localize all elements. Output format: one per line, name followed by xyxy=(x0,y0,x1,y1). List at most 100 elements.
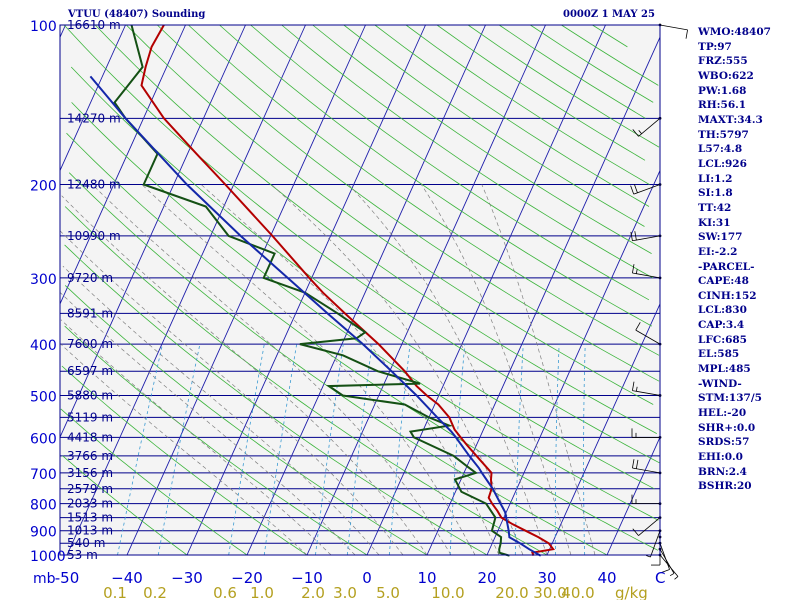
mixing-ratio-tick-label: 0.1 xyxy=(103,584,127,600)
wind-barb-staff xyxy=(659,554,679,577)
index-entry: -PARCEL- xyxy=(698,260,755,273)
wind-barb-flag xyxy=(632,264,635,274)
height-label: 3156 m xyxy=(67,466,113,480)
moist-adiabat-line xyxy=(348,184,548,556)
isotherm-line xyxy=(426,37,661,556)
index-entry: TT:42 xyxy=(698,201,732,214)
isotherm-line xyxy=(366,24,606,556)
mixing-ratio-tick-label: 0.2 xyxy=(143,584,167,600)
mixing-ratio-tick-label: 3.0 xyxy=(333,584,357,600)
index-entry: EHI:0.0 xyxy=(698,451,743,464)
moist-adiabat-line xyxy=(60,319,332,556)
index-entry: WMO:48407 xyxy=(698,26,771,38)
mixing-ratio-tick-label: 1.0 xyxy=(250,584,274,600)
pressure-tick-label: 700 xyxy=(30,467,57,483)
dry-adiabat-line xyxy=(64,206,548,556)
moist-adiabat-line xyxy=(481,184,596,556)
temperature-tick-label: −30 xyxy=(171,569,203,587)
isotherm-line xyxy=(306,24,546,556)
dry-adiabat-line xyxy=(561,24,659,86)
wind-barb-staff xyxy=(650,530,661,558)
moist-adiabat-line xyxy=(200,184,500,556)
dry-adiabats xyxy=(60,24,660,556)
moist-adiabat-line xyxy=(60,343,308,556)
wind-barb-flag xyxy=(685,29,688,39)
dry-adiabat-line xyxy=(94,24,657,434)
profile-series xyxy=(89,24,555,557)
dry-adiabat-line xyxy=(71,102,659,521)
mixing-ratio-line xyxy=(117,344,163,556)
moist-adiabats xyxy=(60,184,596,556)
moist-adiabat-line xyxy=(61,195,428,556)
wind-barb-staff xyxy=(632,467,661,474)
temperature-tick-label: 10 xyxy=(417,569,436,587)
index-entry: LFC:685 xyxy=(698,333,747,346)
index-entry: KI:31 xyxy=(698,216,731,229)
moist-adiabat-line xyxy=(141,184,476,556)
pressure-tick-label: 900 xyxy=(30,525,57,541)
index-entry: STM:137/5 xyxy=(698,392,762,405)
isotherm-line xyxy=(59,24,246,438)
height-label: 12480 m xyxy=(67,178,121,192)
moist-adiabat-line xyxy=(92,184,452,556)
mixing-ratio-tick-label: 10.0 xyxy=(431,584,464,600)
moist-adiabat-line xyxy=(60,231,404,556)
pressure-tick-label: 300 xyxy=(30,272,57,288)
index-entry: SI:1.8 xyxy=(698,187,733,200)
wind-barb-flag xyxy=(630,231,633,241)
height-label: 1513 m xyxy=(67,511,113,525)
index-entry: L57:4.8 xyxy=(698,143,743,156)
wind-barb-staff xyxy=(659,543,670,570)
height-label: 9720 m xyxy=(67,271,113,285)
dewpoint-profile-line xyxy=(113,24,510,557)
index-entry: PW:1.68 xyxy=(698,84,747,97)
index-entry: CINH:152 xyxy=(698,289,757,302)
temperature-tick-label: -50 xyxy=(55,569,80,587)
pressure-unit-label: mb xyxy=(33,571,56,587)
mixing-ratio-line xyxy=(449,344,466,556)
height-label: 1013 m xyxy=(67,524,113,538)
index-entry: BSHR:20 xyxy=(698,480,752,493)
wind-barb-flag xyxy=(638,130,642,135)
pressure-tick-label: 1000 xyxy=(30,549,66,565)
mixing-ratio-unit-label: g/kg xyxy=(615,584,648,600)
wind-barb-staff xyxy=(659,24,688,31)
index-entry: -WIND- xyxy=(698,377,742,390)
index-entry: MAXT:34.3 xyxy=(698,113,763,126)
mixing-ratio-line xyxy=(263,344,298,556)
isotherm-line xyxy=(66,24,306,556)
height-label: 3766 m xyxy=(67,449,113,463)
wind-barb-staff xyxy=(632,390,661,396)
dry-adiabat-line xyxy=(530,24,654,103)
chart-title: VTUU (48407) Sounding xyxy=(68,9,206,20)
wind-barb-flag xyxy=(660,569,670,573)
index-entry: LCL:830 xyxy=(698,304,747,317)
height-label: 10990 m xyxy=(67,229,121,243)
wind-barb-flag xyxy=(632,381,635,391)
dry-adiabat-line xyxy=(64,325,368,556)
height-label: 2579 m xyxy=(67,482,113,496)
temperature-profile-line xyxy=(140,24,555,557)
celsius-unit-label: C xyxy=(655,569,665,587)
dry-adiabat-line xyxy=(60,408,248,556)
wind-barb-flag xyxy=(635,322,641,331)
index-entry: TH:5797 xyxy=(698,128,749,141)
mixing-ratio-line xyxy=(346,344,373,556)
dry-adiabat-line xyxy=(62,455,188,556)
dry-adiabat-line xyxy=(281,24,653,279)
wind-barb-staff xyxy=(632,235,661,242)
height-label: 8591 m xyxy=(67,306,113,320)
index-entry: CAPE:48 xyxy=(698,275,749,288)
dry-adiabat-line xyxy=(126,24,654,405)
moist-adiabat-line xyxy=(421,184,572,556)
dry-adiabat-line xyxy=(70,66,655,490)
pressure-tick-label: 400 xyxy=(30,338,57,354)
mixing-ratio-tick-label: 40.0 xyxy=(561,584,594,600)
wind-barb-flag xyxy=(632,129,639,137)
height-label: 6597 m xyxy=(67,364,113,378)
height-label: 5880 m xyxy=(67,389,113,403)
moist-adiabat-line xyxy=(60,292,356,556)
